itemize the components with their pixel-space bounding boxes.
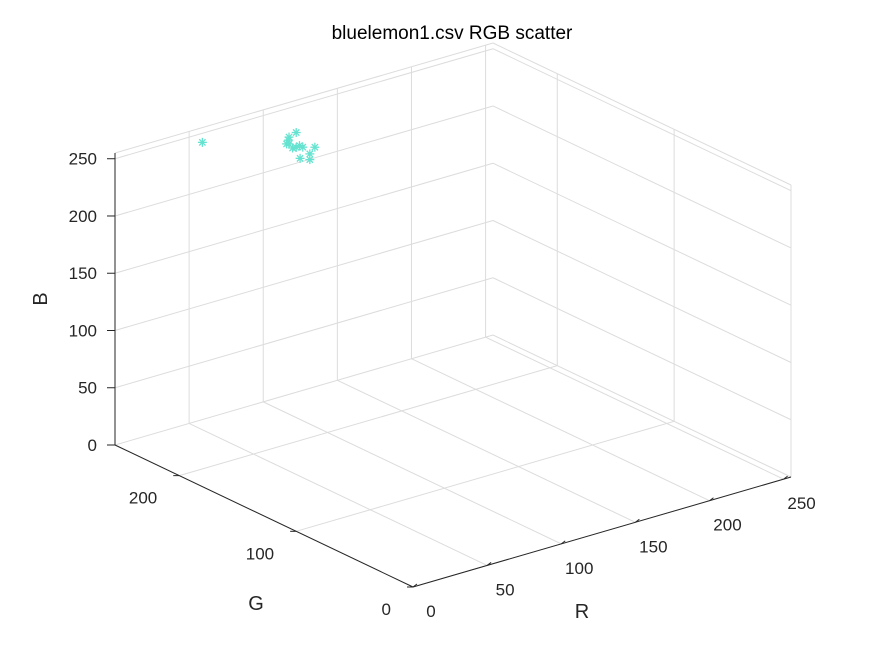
grid-line [114,48,494,160]
y-axis-label: G [248,593,264,615]
y-tick-label: 200 [129,489,157,508]
grid-line [492,277,792,421]
data-points [197,128,320,165]
z-tick-label: 150 [69,264,97,283]
grid-line [114,220,494,331]
z-axis-label: B [30,292,52,305]
grid-line [492,105,792,249]
grid-line [114,277,494,389]
y-tick-label: 0 [382,600,391,619]
grid-line [492,334,792,478]
z-tick-label: 100 [69,321,97,340]
marker-stroke [292,128,300,137]
grid-line [188,422,488,566]
x-tick-label: 200 [713,516,741,535]
data-point [305,149,315,159]
marker-stroke [285,140,293,148]
data-point [295,153,305,163]
grid-line [485,336,784,480]
marker-stroke [198,138,206,146]
x-tick [709,497,714,502]
x-tick-label: 150 [639,537,667,556]
chart-title: bluelemon1.csv RGB scatter [332,23,573,44]
data-point [305,155,315,165]
grid-line [492,220,792,363]
x-tick-label: 250 [787,494,815,513]
marker-stroke [306,155,314,164]
x-tick-label: 100 [565,559,593,578]
grid-line [492,48,792,192]
data-point [197,137,207,147]
grid-line [114,162,494,274]
marker-stroke [295,141,304,150]
x-tick-label: 0 [426,602,435,621]
marker-stroke [296,154,304,162]
marker-stroke [306,150,314,158]
data-point [310,142,320,152]
axis-labels: R G B [30,292,589,623]
x-axis-label: R [575,601,589,623]
x-tick [635,518,640,523]
data-point [284,132,294,142]
z-tick-label: 50 [78,379,97,398]
marker-stroke [299,143,307,151]
grid-line [114,334,494,446]
grid-line [114,105,494,217]
x-tick [486,562,492,566]
grid-line [263,401,562,545]
grid-lines [114,42,792,588]
z-tick-label: 250 [69,150,97,169]
data-point [291,128,301,138]
grid-line [411,358,710,502]
grid-line [114,42,494,154]
axes [107,153,792,588]
x-axis-line [412,476,792,588]
x-tick [783,475,788,480]
y-tick-label: 100 [246,544,274,563]
grid-line [295,420,675,532]
grid-line [179,365,558,477]
x-tick [560,540,566,545]
marker-stroke [285,133,293,141]
marker-stroke [311,143,319,151]
grid-line [337,379,636,523]
tick-labels: 0 50 100 150 200 250 0 100 200 0 50 100 150 200 250 [69,150,816,621]
z-tick-label: 200 [69,207,97,226]
x-tick-label: 50 [496,580,515,599]
grid-line [492,162,792,306]
data-point [298,142,308,152]
y-axis-line [114,444,414,588]
x-tick [412,583,418,588]
z-tick-label: 0 [88,436,97,455]
grid-line [492,42,792,186]
